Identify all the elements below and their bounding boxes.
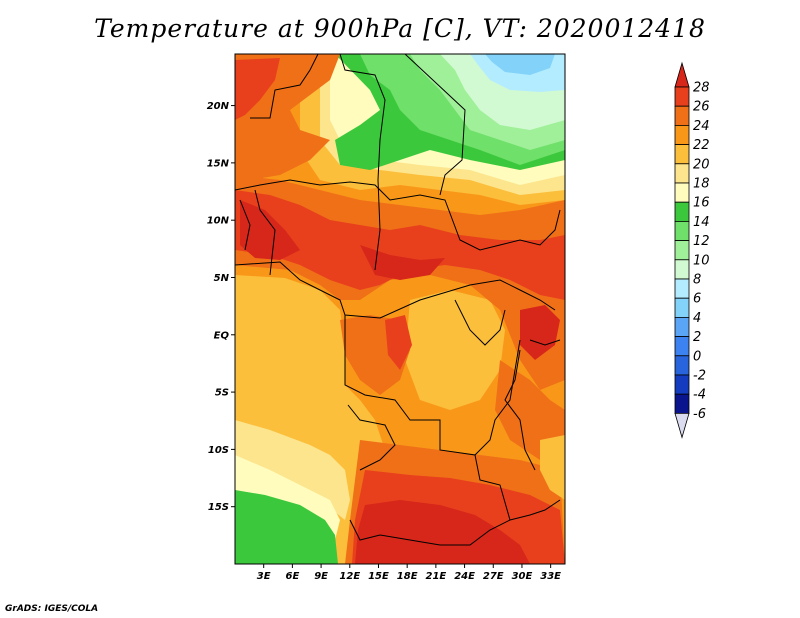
colorbar-label: 8	[693, 273, 701, 288]
grads-credit: GrADS: IGES/COLA	[5, 604, 99, 614]
lon-tick-label: 12E	[339, 571, 360, 582]
colorbar-label: 10	[693, 253, 710, 268]
colorbar-label: 16	[693, 196, 710, 211]
colorbar-label: 14	[693, 215, 710, 230]
border-line	[454, 299, 506, 346]
field-28-band	[240, 200, 300, 260]
lat-tick-label: 10N	[207, 216, 230, 227]
border-line	[235, 179, 561, 251]
colorbar-label: 20	[693, 157, 710, 172]
border-line	[504, 349, 536, 471]
map-frame	[234, 53, 566, 565]
border-line	[339, 54, 386, 271]
colorbar-label: 24	[693, 119, 710, 134]
colorbar-label: 0	[693, 349, 701, 364]
colorbar-box	[674, 240, 690, 261]
lon-tick-label: 6E	[285, 571, 299, 582]
lat-tick-label: EQ	[214, 330, 230, 341]
colorbar-box	[674, 125, 690, 146]
colorbar-label: 12	[693, 234, 710, 249]
latitude-ticks: 20N 15N 10N 5N EQ 5S 10S 15S	[207, 101, 235, 513]
colorbar-box	[674, 220, 690, 241]
field-18-coast	[235, 420, 350, 520]
lon-tick-label: 9E	[314, 571, 328, 582]
lon-tick-label: 3E	[257, 571, 271, 582]
lon-tick-label: 21E	[425, 571, 446, 582]
field-20-southeast	[540, 435, 565, 500]
colorbar-box	[674, 182, 690, 203]
country-borders	[235, 54, 561, 546]
lon-tick-label: 18E	[397, 571, 418, 582]
lon-tick-label: 33E	[540, 571, 561, 582]
colorbar-box	[674, 393, 690, 414]
colorbar-label: 4	[693, 311, 701, 326]
colorbar-box	[674, 297, 690, 318]
field-14-southwest	[235, 490, 338, 564]
colorbar-label: 28	[693, 81, 710, 96]
colorbar-box	[674, 259, 690, 280]
lat-tick-label: 15S	[208, 502, 229, 513]
colorbar-box	[674, 355, 690, 376]
field-26-band	[235, 190, 565, 300]
border-line	[254, 189, 276, 276]
border-line	[529, 339, 561, 346]
colorbar-min-arrow	[674, 413, 690, 439]
lon-tick-label: 24E	[454, 571, 475, 582]
colorbar-label: 22	[693, 138, 710, 153]
lat-tick-label: 5S	[215, 388, 229, 399]
colorbar-box	[674, 86, 690, 107]
field-28-lakes	[520, 305, 560, 360]
colorbar-max-arrow	[674, 61, 690, 88]
lat-tick-label: 10S	[208, 445, 229, 456]
colorbar-box	[674, 201, 690, 222]
border-line	[239, 199, 251, 251]
colorbar-box	[674, 278, 690, 299]
field-28-band-east	[360, 245, 445, 280]
border-line	[347, 404, 396, 471]
colorbar-box	[674, 336, 690, 357]
border-line	[235, 261, 556, 319]
lon-tick-label: 15E	[368, 571, 389, 582]
colorbar-label: 18	[693, 177, 710, 192]
colorbar-label: -6	[693, 407, 706, 422]
colorbar-label: -2	[693, 369, 706, 384]
field-28-south	[355, 500, 530, 564]
colorbar-label: 26	[693, 100, 710, 115]
border-line	[404, 54, 466, 196]
lon-tick-label: 30E	[512, 571, 533, 582]
border-line	[474, 339, 521, 456]
colorbar-box	[674, 163, 690, 184]
colorbar-label: -4	[693, 388, 706, 403]
field-20-congo	[405, 290, 505, 410]
colorbar-box	[674, 316, 690, 337]
lat-tick-label: 15N	[207, 158, 230, 169]
field-26-northwest	[235, 58, 280, 120]
colorbar-label: 2	[693, 330, 701, 345]
colorbar-label: 6	[693, 292, 701, 307]
lat-tick-label: 5N	[214, 273, 230, 284]
colorbar-box	[674, 105, 690, 126]
border-line	[509, 499, 561, 521]
longitude-ticks: 3E 6E 9E 12E 15E 18E 21E 24E 27E 30E 33E	[257, 564, 561, 582]
plot-title: Temperature at 900hPa [C], VT: 202001241…	[94, 14, 706, 43]
lat-tick-label: 20N	[207, 101, 230, 112]
field-4-north	[485, 54, 555, 75]
border-line	[250, 54, 319, 119]
border-line	[344, 315, 511, 546]
colorbar-box	[674, 144, 690, 165]
lon-tick-label: 27E	[483, 571, 504, 582]
field-26-congo-west	[385, 315, 412, 370]
colorbar-box	[674, 374, 690, 395]
